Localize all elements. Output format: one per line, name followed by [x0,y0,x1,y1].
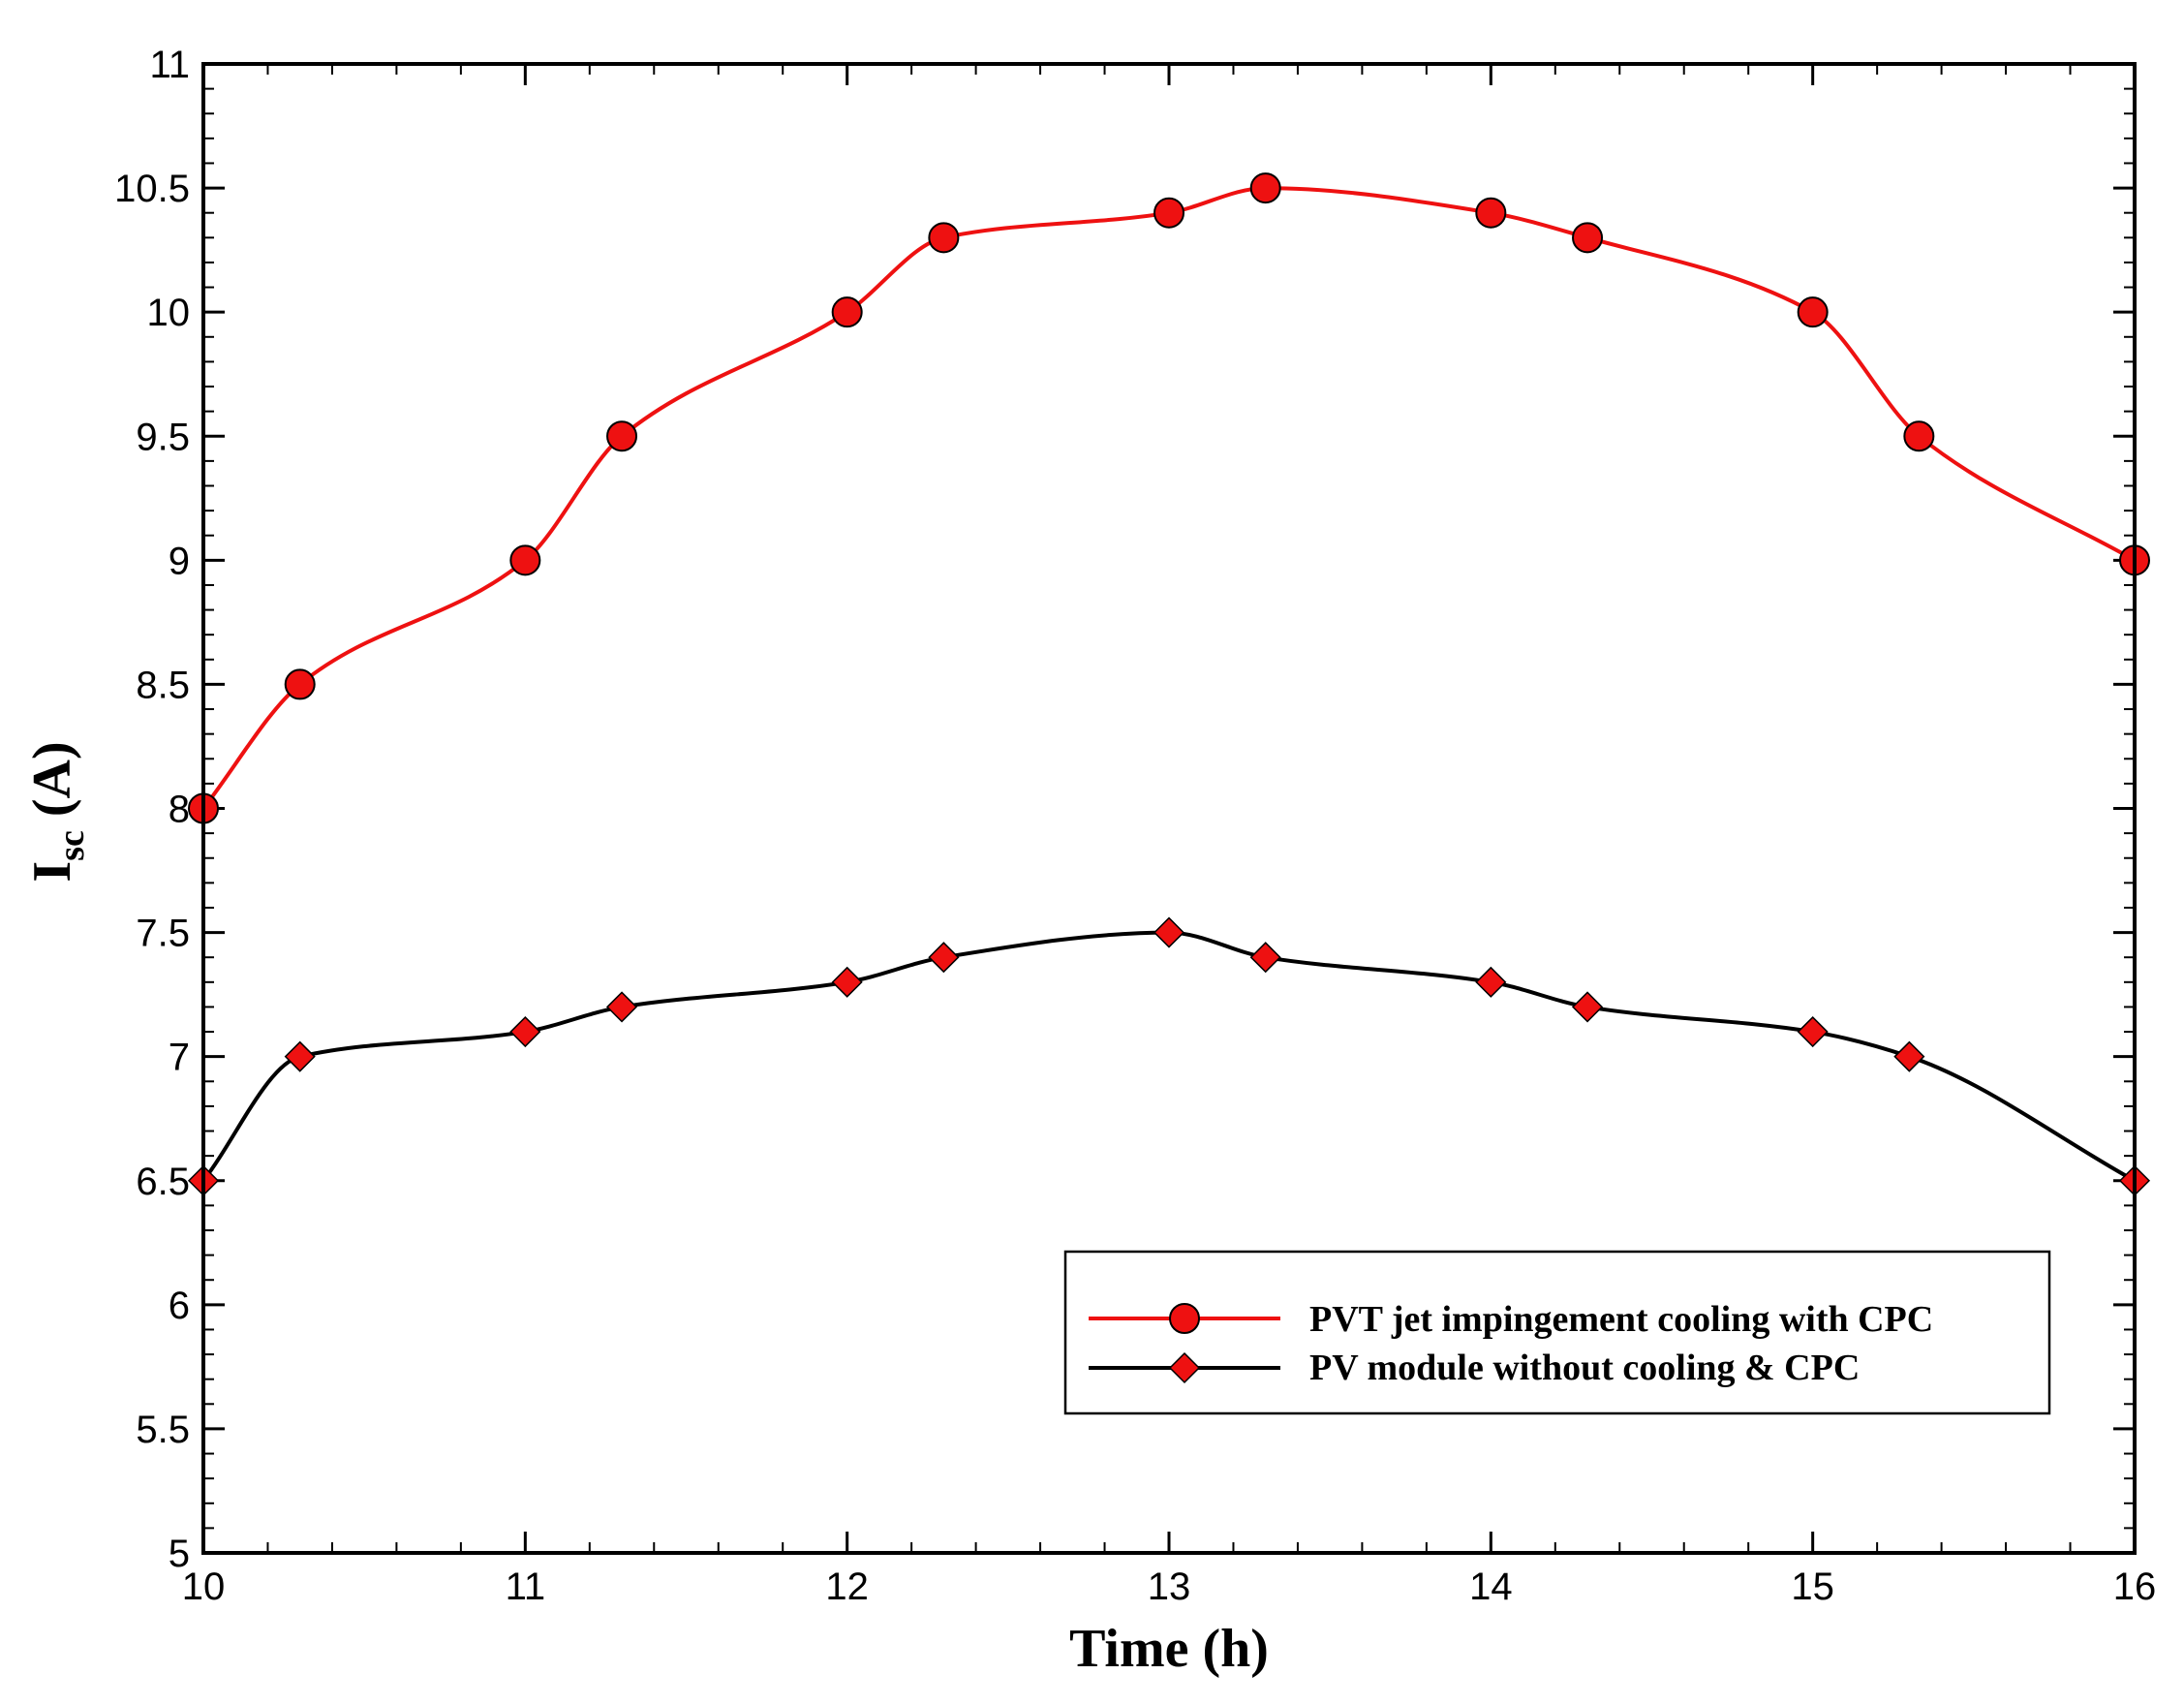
y-tick-label: 10 [147,292,191,334]
legend-marker [1169,1303,1200,1334]
data-point [606,420,638,452]
x-tick-label: 12 [825,1566,869,1608]
y-tick-label: 5 [169,1533,190,1575]
data-point [1797,1015,1829,1048]
legend-marker [1168,1351,1201,1384]
legend: PVT jet impingement cooling with CPC PV … [1063,1250,2051,1415]
y-tick-label: 9.5 [136,416,190,458]
y-tick-label: 9 [169,540,190,582]
data-point [1572,222,1604,254]
y-axis-title-main: I [22,861,82,883]
data-point [1154,197,1184,229]
data-point [284,1040,316,1072]
x-tick-label: 16 [2113,1566,2157,1608]
data-point [284,668,316,700]
series-0 [188,172,2150,824]
y-axis-title: Isc (A) [22,741,92,882]
legend-label-pvt: PVT jet impingement cooling with CPC [1309,1299,1933,1340]
x-tick-label: 10 [182,1566,226,1608]
x-tick-label: 13 [1148,1566,1191,1608]
legend-marker-pvt [1169,1303,1200,1334]
y-tick-label: 7 [169,1037,190,1079]
y-tick-label: 8 [169,789,190,831]
data-point [831,966,863,998]
y-tick-label: 11 [149,44,190,86]
legend-label-pv: PV module without cooling & CPC [1309,1348,1860,1388]
legend-marker-pv [1168,1351,1201,1384]
data-point [509,1015,541,1048]
data-point [1475,197,1507,229]
data-point [1797,296,1829,328]
plot-frame [201,62,2137,1555]
data-point [928,942,960,974]
y-tick-label: 5.5 [136,1409,190,1451]
y-tick-label: 6 [169,1285,190,1327]
data-point [1571,991,1604,1023]
y-tick-label: 6.5 [136,1161,190,1203]
y-axis-title-subscript: sc [51,830,92,861]
y-axis-title-suffix: (A) [22,741,82,830]
data-point [831,296,863,328]
x-tick-label: 15 [1791,1566,1834,1608]
data-point [928,222,960,254]
data-point [1475,966,1507,998]
data-point [509,544,541,576]
x-tick-label: 11 [506,1566,546,1608]
data-point [1903,420,1935,452]
x-axis-title: Time (h) [1069,1619,1269,1679]
data-point [1153,916,1185,948]
legend-box [1063,1250,2051,1415]
data-point [1893,1040,1925,1072]
y-tick-label: 7.5 [136,913,190,955]
data-point [1249,172,1281,204]
x-tick-label: 14 [1469,1566,1513,1608]
y-tick-label: 8.5 [136,664,190,706]
data-point [1249,942,1281,974]
tick-labels: 10 11 12 13 14 15 16 5 5.5 6 6.5 7 7.5 8 8.5 9 9.5 10 10.5… [114,44,2156,1608]
y-tick-label: 10.5 [114,168,190,210]
data-point [605,991,638,1023]
